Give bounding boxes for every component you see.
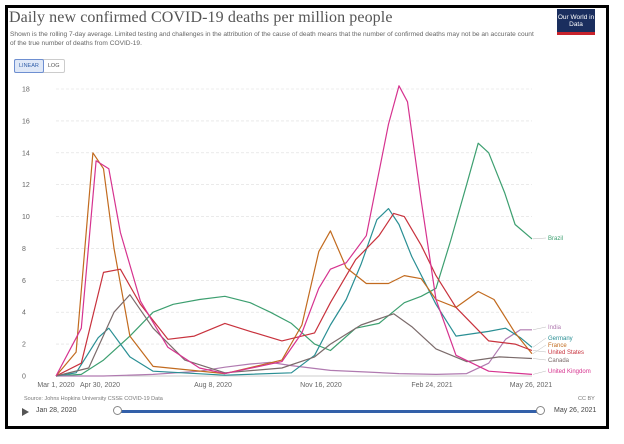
owid-logo[interactable]: Our World in Data [557, 9, 595, 35]
x-tick-label: Apr 30, 2020 [80, 382, 120, 389]
series-label: United Kingdom [548, 369, 591, 375]
x-tick-label: Mar 1, 2020 [37, 382, 74, 389]
y-tick-label: 10 [22, 214, 30, 221]
y-tick-label: 6 [22, 278, 26, 285]
label-connector [532, 350, 547, 353]
series-label: Brazil [548, 236, 563, 242]
y-tick-label: 8 [22, 246, 26, 253]
series-label: Germany [548, 336, 573, 342]
y-axis-ticks: 0 2 4 6 8 10 12 14 16 18 [22, 87, 30, 381]
play-icon[interactable] [22, 408, 29, 416]
timeline-track[interactable] [118, 410, 540, 413]
chart-subtitle: Shown is the rolling 7-day average. Limi… [10, 31, 534, 47]
timeline-start-handle[interactable] [113, 406, 122, 415]
series-line [55, 212, 533, 377]
y-tick-label: 2 [22, 342, 26, 349]
timeline-start-label: Jan 28, 2020 [36, 407, 77, 414]
label-connector [532, 344, 547, 354]
log-scale-button[interactable]: LOG [47, 63, 60, 69]
series-line [55, 152, 533, 377]
x-tick-label: Aug 8, 2020 [194, 382, 232, 389]
x-tick-label: Nov 16, 2020 [300, 382, 342, 389]
series-line [55, 208, 533, 377]
x-tick-label: May 26, 2021 [510, 382, 553, 389]
y-tick-label: 12 [22, 182, 30, 189]
series-label: United States [548, 350, 584, 356]
series-lines [55, 85, 547, 377]
series-line [55, 294, 533, 377]
label-connector [532, 370, 547, 375]
y-tick-label: 4 [22, 310, 26, 317]
source-note[interactable]: Source: Johns Hopkins University CSSE CO… [24, 396, 163, 402]
chart-title: Daily new confirmed COVID-19 deaths per … [9, 9, 393, 26]
series-line [55, 142, 533, 377]
series-label: France [548, 343, 567, 349]
timeline-end-label: May 26, 2021 [554, 407, 597, 414]
x-axis-ticks: Mar 1, 2020 Apr 30, 2020 Aug 8, 2020 Nov 16… [37, 382, 552, 389]
timeline: Jan 28, 2020 May 26, 2021 [22, 406, 612, 420]
y-tick-label: 16 [22, 118, 30, 125]
x-tick-label: Feb 24, 2021 [411, 382, 452, 389]
series-line [56, 329, 532, 377]
y-tick-label: 18 [22, 87, 30, 94]
license-note[interactable]: CC BY [578, 396, 595, 402]
scale-toggle: LINEAR LOG [14, 59, 65, 73]
timeline-end-handle[interactable] [536, 406, 545, 415]
y-tick-label: 0 [22, 374, 26, 381]
linear-scale-button[interactable]: LINEAR [14, 59, 44, 73]
label-connector [532, 358, 547, 361]
gridlines [56, 88, 532, 377]
series-label: India [548, 325, 562, 331]
label-connector [532, 337, 547, 348]
series-line [55, 85, 533, 377]
y-tick-label: 14 [22, 150, 30, 157]
label-connector [532, 237, 547, 240]
series-label: Canada [548, 358, 570, 364]
label-connector [532, 326, 547, 331]
